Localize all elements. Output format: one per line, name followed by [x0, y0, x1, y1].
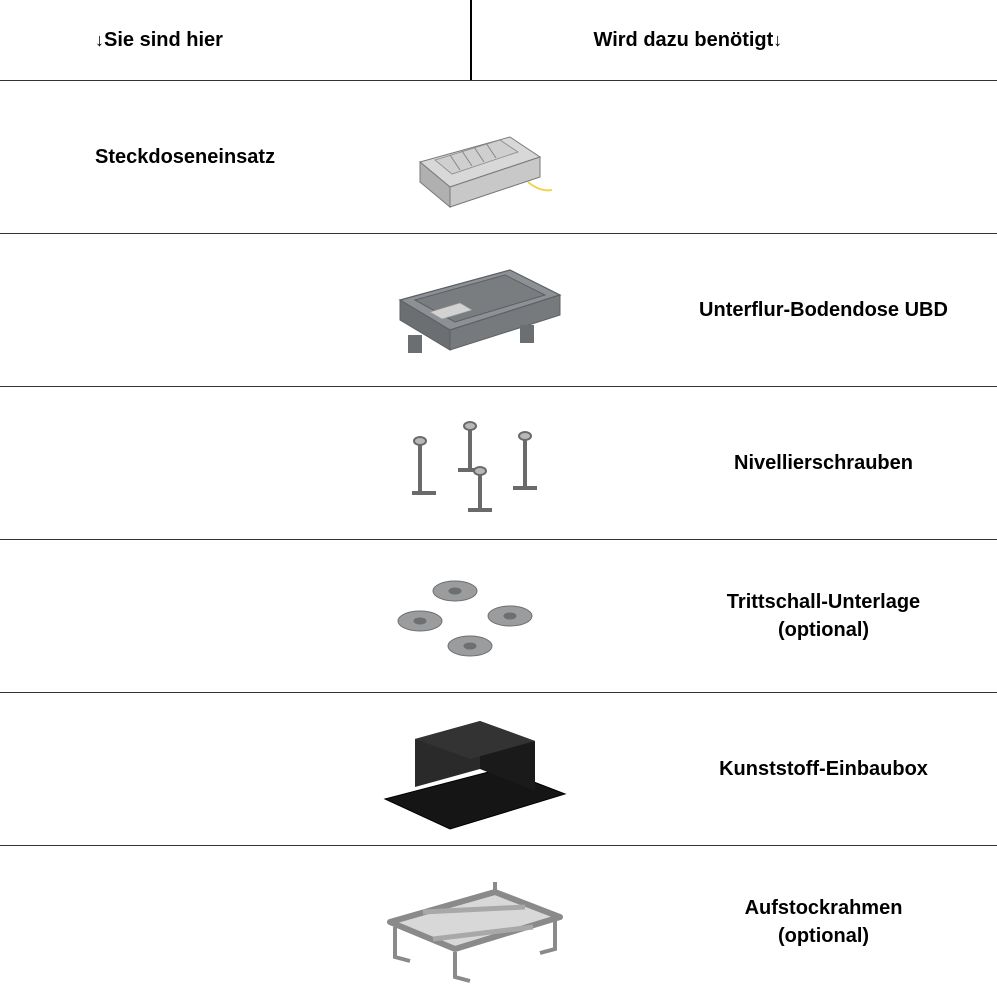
extension-frame-icon: [330, 857, 610, 987]
plastic-box-icon: [330, 699, 610, 839]
row-right-label: Kunststoff-Einbaubox: [610, 755, 997, 783]
header-right: Wird dazu benötigt ↓: [499, 0, 997, 80]
table-row: Unterflur-Bodendose UBD: [0, 233, 997, 386]
header-left-text: Sie sind hier: [104, 29, 223, 52]
sound-pads-icon: [330, 561, 610, 671]
table-row: Aufstockrahmen(optional): [0, 845, 997, 998]
table-row: Trittschall-Unterlage(optional): [0, 539, 997, 692]
header-right-text: Wird dazu benötigt: [594, 29, 774, 52]
row-right-label: Trittschall-Unterlage(optional): [610, 588, 997, 644]
row-left-label: Steckdoseneinsatz: [0, 146, 330, 169]
row-right-text: Trittschall-Unterlage(optional): [727, 591, 920, 641]
down-arrow-icon: ↓: [773, 30, 782, 51]
floor-box-icon: [330, 240, 610, 380]
row-right-label: Nivellierschrauben: [610, 449, 997, 477]
row-right-label: Aufstockrahmen(optional): [610, 894, 997, 950]
table-row: Kunststoff-Einbaubox: [0, 692, 997, 845]
socket-insert-icon: [330, 92, 610, 222]
header-divider-icon: [470, 0, 472, 80]
row-right-label: Unterflur-Bodendose UBD: [610, 296, 997, 324]
table-row: Nivellierschrauben: [0, 386, 997, 539]
leveling-screws-icon: [330, 398, 610, 528]
header-row: ↓ Sie sind hier Wird dazu benötigt ↓: [0, 0, 997, 80]
row-right-text: Aufstockrahmen(optional): [745, 897, 903, 947]
table-row: Steckdoseneinsatz: [0, 80, 997, 233]
header-left: ↓ Sie sind hier: [0, 0, 499, 80]
down-arrow-icon: ↓: [95, 30, 104, 51]
